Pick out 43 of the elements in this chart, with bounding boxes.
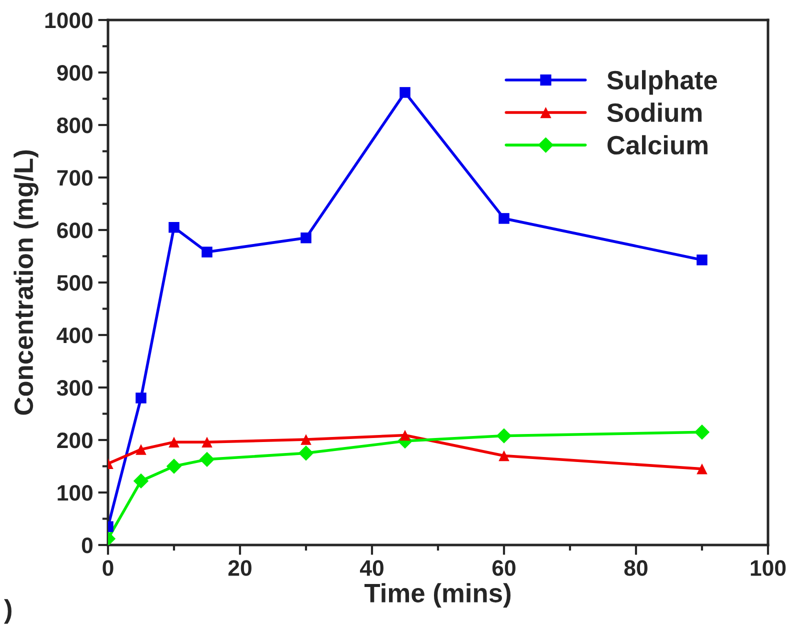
x-tick-label: 100: [750, 560, 786, 576]
point: [202, 436, 212, 448]
y-tick-label: 800: [57, 118, 93, 134]
point: [199, 452, 215, 468]
point: [168, 436, 180, 448]
point: [496, 428, 512, 444]
point: [298, 446, 314, 461]
point: [694, 424, 710, 440]
y-tick-label: 300: [56, 380, 93, 396]
point: [696, 254, 708, 266]
point: [400, 87, 410, 98]
point: [133, 473, 149, 489]
y-tick-label: 400: [56, 328, 93, 344]
y-tick-label: 0: [82, 538, 93, 554]
y-axis-title: Concentration (mg/L): [14, 150, 38, 415]
y-tick-label: 1000: [45, 12, 93, 28]
legend-label: Sodium: [607, 102, 702, 122]
text: ): [4, 599, 12, 624]
y-tick-label: 700: [57, 170, 93, 186]
point: [202, 246, 212, 258]
point: [300, 434, 312, 445]
x-tick-label: 40: [360, 560, 384, 576]
point: [400, 430, 410, 441]
point: [498, 450, 510, 462]
y-tick-label: 200: [57, 432, 93, 448]
y-tick-label: 900: [57, 65, 93, 81]
point: [168, 222, 180, 233]
point: [498, 213, 510, 224]
y-tick-label: 100: [58, 485, 93, 501]
legend-label: Calcium: [608, 135, 708, 155]
x-tick-label: 0: [102, 560, 114, 576]
legend-label: Sulphate: [607, 70, 717, 95]
point: [300, 232, 312, 244]
x-axis-title: Time (mins): [364, 583, 511, 608]
x-tick-label: 80: [624, 560, 648, 576]
y-tick-label: 500: [57, 275, 93, 291]
point: [696, 463, 708, 474]
x-tick-label: 20: [228, 560, 252, 576]
y-tick-label: 600: [57, 222, 93, 238]
point: [136, 444, 146, 455]
x-tick-label: 60: [492, 560, 516, 576]
point: [136, 392, 146, 404]
point: [166, 458, 182, 474]
